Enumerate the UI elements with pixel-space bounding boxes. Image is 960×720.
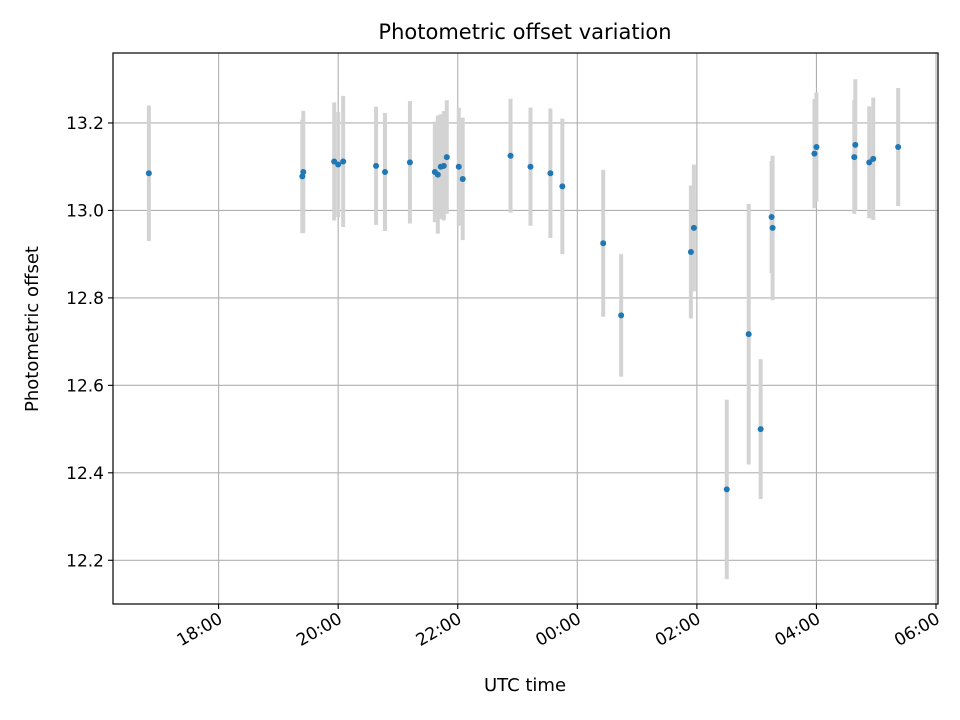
x-tick-label: 00:00: [532, 609, 584, 651]
x-tick-label: 20:00: [293, 609, 345, 651]
data-point: [895, 144, 902, 151]
data-point: [745, 331, 752, 338]
data-point: [618, 312, 625, 319]
x-tick-label: 04:00: [772, 609, 824, 651]
data-point: [300, 168, 307, 175]
data-point: [768, 213, 775, 220]
x-axis-ticks: 18:00 20:00 22:00 00:00 02:00 04:00 06:00: [174, 604, 944, 651]
x-tick-label: 02:00: [652, 609, 704, 651]
y-axis-ticks: 12.2 12.4 12.6 12.8 13.0 13.2: [66, 114, 113, 571]
data-point: [690, 224, 697, 231]
data-points: [145, 141, 902, 493]
data-point: [145, 170, 152, 177]
plot-frame: [112, 52, 939, 605]
x-tick-label: 06:00: [891, 609, 943, 651]
y-tick-label: 13.0: [66, 201, 104, 221]
chart-title: Photometric offset variation: [378, 20, 671, 44]
data-point: [813, 144, 820, 151]
y-tick-label: 12.2: [66, 551, 104, 571]
data-point: [811, 150, 818, 157]
data-point: [455, 163, 462, 170]
data-point: [373, 162, 380, 169]
data-point: [335, 161, 342, 168]
data-point: [723, 486, 730, 493]
data-point: [547, 170, 554, 177]
data-point: [406, 159, 413, 166]
data-point: [507, 152, 514, 159]
x-tick-label: 22:00: [413, 609, 465, 651]
y-axis-label: Photometric offset: [22, 246, 43, 412]
y-tick-label: 12.8: [66, 289, 104, 309]
data-point: [443, 154, 450, 161]
data-point: [866, 159, 873, 166]
data-point: [687, 248, 694, 255]
y-tick-label: 12.4: [66, 464, 104, 484]
data-point: [757, 426, 764, 433]
error-bars: [146, 79, 901, 580]
data-point: [870, 155, 877, 162]
data-point: [340, 158, 347, 165]
x-axis-label: UTC time: [484, 675, 566, 696]
data-point: [851, 154, 858, 161]
data-point: [769, 224, 776, 231]
data-point: [382, 168, 389, 175]
data-point: [852, 141, 859, 148]
y-tick-label: 12.6: [66, 376, 104, 396]
data-point: [600, 240, 607, 247]
data-point: [440, 162, 447, 169]
data-point: [527, 163, 534, 170]
data-point: [434, 171, 441, 178]
x-tick-label: 18:00: [174, 609, 226, 651]
data-point: [559, 183, 566, 190]
data-point: [459, 175, 466, 182]
y-tick-label: 13.2: [66, 114, 104, 134]
